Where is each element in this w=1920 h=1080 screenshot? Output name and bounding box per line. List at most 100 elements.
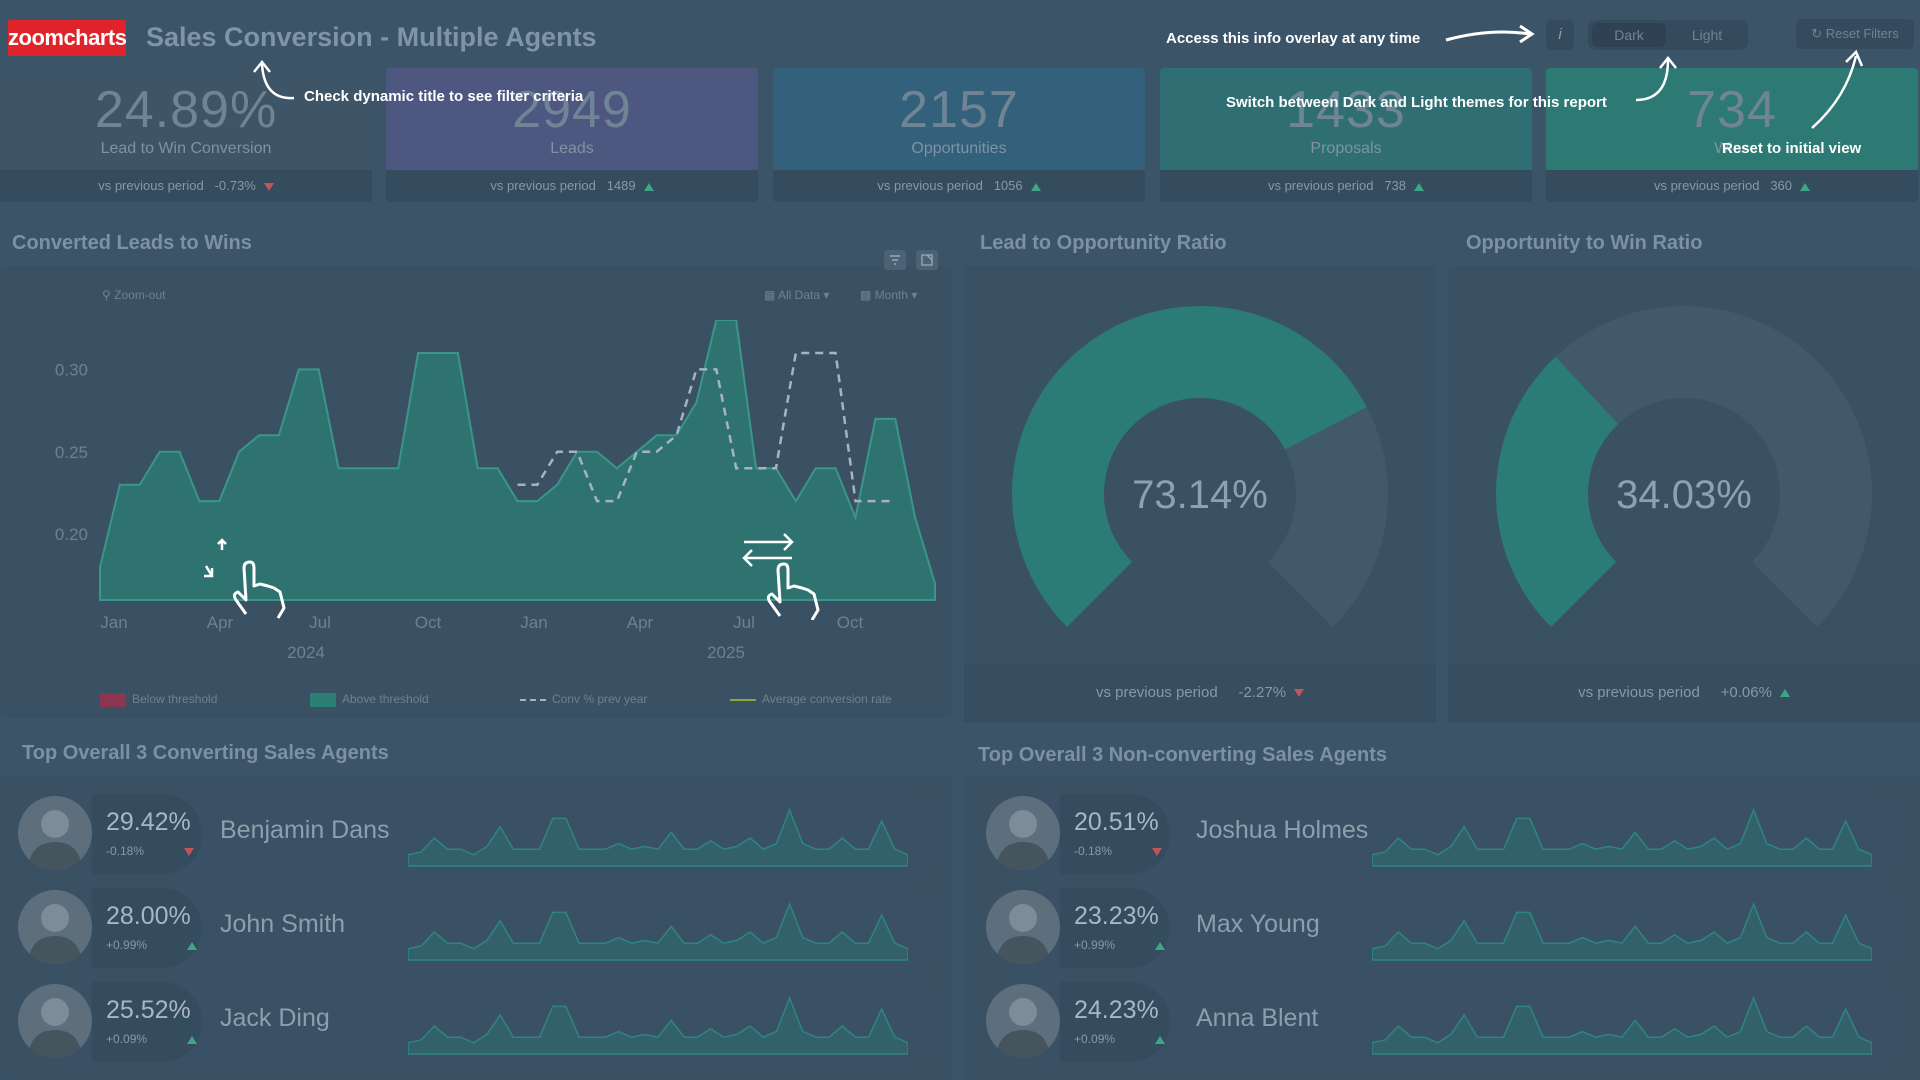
- agent-delta: +0.09%: [106, 1032, 198, 1046]
- agent-avatar: [986, 796, 1060, 870]
- all-data-label: All Data: [778, 288, 821, 302]
- trend-up-icon: [187, 1035, 198, 1044]
- kpi-footer: vs previous period -0.73%: [0, 170, 372, 202]
- agent-sparkline: [1372, 995, 1872, 1055]
- legend-average-conversion[interactable]: Average conversion rate: [730, 692, 892, 706]
- chart-legend: Below threshold Above threshold Conv % p…: [100, 692, 940, 710]
- theme-switch: Dark Light: [1588, 20, 1748, 50]
- theme-light-button[interactable]: Light: [1691, 27, 1723, 43]
- reset-filters-label: Reset Filters: [1825, 26, 1899, 41]
- export-button[interactable]: [916, 250, 938, 270]
- agent-row[interactable]: 29.42% -0.18% Benjamin Dans: [18, 794, 938, 874]
- opp-win-footer: vs previous period +0.06%: [1448, 664, 1920, 722]
- agent-delta-value: +0.99%: [1074, 938, 1116, 952]
- kpi-card[interactable]: 734 Wins vs previous period 360: [1546, 68, 1918, 202]
- lead-opp-gauge[interactable]: 73.14%: [964, 266, 1436, 664]
- lead-opp-panel: 73.14% vs previous period -2.27%: [964, 266, 1436, 722]
- agent-pct: 25.52%: [106, 996, 191, 1024]
- kpi-value: 2157: [899, 81, 1019, 139]
- kpi-label: Opportunities: [911, 140, 1007, 157]
- vs-label: vs previous period: [1095, 684, 1218, 701]
- agent-delta-value: +0.99%: [106, 938, 148, 952]
- agent-avatar: [986, 984, 1060, 1058]
- arrow-right-icon: [1445, 24, 1535, 44]
- kpi-card[interactable]: 2157 Opportunities vs previous period 1056: [773, 68, 1145, 202]
- vs-label: vs previous period: [490, 178, 596, 193]
- vs-value: 738: [1384, 178, 1407, 193]
- agent-pct: 24.23%: [1074, 996, 1159, 1024]
- opp-win-title: Opportunity to Win Ratio: [1466, 232, 1703, 254]
- agent-row[interactable]: 20.51% -0.18% Joshua Holmes: [986, 794, 1902, 874]
- legend-above-threshold[interactable]: Above threshold: [310, 692, 429, 707]
- kpi-footer: vs previous period 360: [1546, 170, 1918, 202]
- filter-icon: [890, 255, 900, 265]
- kpi-card[interactable]: 2949 Leads vs previous period 1489: [386, 68, 758, 202]
- overlay-dynamic-title: Check dynamic title to see filter criter…: [304, 88, 584, 105]
- vs-value: -2.27%: [1238, 684, 1287, 701]
- legend-below-threshold[interactable]: Below threshold: [100, 692, 217, 707]
- x-tick-label: Jan: [520, 613, 547, 632]
- agent-sparkline: [1372, 901, 1872, 961]
- info-button[interactable]: i: [1546, 20, 1574, 50]
- gauge-remainder-arc[interactable]: [1555, 306, 1872, 627]
- sparkline-area: [408, 995, 908, 1055]
- pinch-zoom-gesture-icon: [204, 538, 286, 619]
- vs-value: 360: [1770, 178, 1793, 193]
- kpi-top: 734 Wins: [1546, 68, 1918, 170]
- kpi-top: 2949 Leads: [386, 68, 758, 170]
- zoom-out-label: Zoom-out: [114, 288, 166, 302]
- trend-up-icon: [1779, 689, 1790, 698]
- conversion-area-chart[interactable]: 0.30 0.25 0.20 Jan Apr Jul Oct Jan Apr Jul Oct 2024…: [30, 320, 950, 670]
- x-tick-label: Oct: [415, 613, 442, 632]
- filter-button[interactable]: [884, 250, 906, 270]
- kpi-label: Proposals: [1310, 140, 1382, 157]
- agent-pct-box: 28.00% +0.99%: [92, 888, 202, 968]
- y-tick-label: 0.25: [55, 443, 88, 462]
- month-dropdown[interactable]: ▩ Month ▾: [860, 288, 918, 302]
- gauge-value-arc[interactable]: [1496, 356, 1619, 627]
- agent-delta: +0.99%: [1074, 938, 1166, 952]
- kpi-footer: vs previous period 1056: [773, 170, 1145, 202]
- vs-value: +0.06%: [1720, 684, 1772, 701]
- agent-name: Max Young: [1196, 910, 1320, 938]
- agent-sparkline: [408, 807, 908, 867]
- converted-leads-title: Converted Leads to Wins: [12, 232, 252, 254]
- agent-name: Anna Blent: [1196, 1004, 1319, 1032]
- reset-filters-button[interactable]: ↻ Reset Filters: [1796, 19, 1914, 49]
- kpi-card[interactable]: 24.89% Lead to Win Conversion vs previous …: [0, 68, 372, 202]
- trend-up-icon: [1800, 182, 1811, 191]
- overlay-access-info: Access this info overlay at any time: [1166, 30, 1421, 47]
- trend-up-icon: [643, 182, 654, 191]
- theme-dark-button[interactable]: Dark: [1592, 23, 1666, 47]
- year-label: 2025: [707, 643, 745, 662]
- agent-row[interactable]: 24.23% +0.09% Anna Blent: [986, 982, 1902, 1062]
- conversion-area-series[interactable]: [99, 320, 936, 601]
- kpi-value: 24.89%: [94, 81, 278, 139]
- sparkline-area: [1372, 995, 1872, 1055]
- agent-row[interactable]: 25.52% +0.09% Jack Ding: [18, 982, 938, 1062]
- opp-win-gauge[interactable]: 34.03%: [1448, 266, 1920, 664]
- legend-conv-prev-year[interactable]: Conv % prev year: [520, 692, 647, 706]
- gauge-remainder-arc[interactable]: [1267, 407, 1388, 627]
- zoomcharts-logo: zoomcharts: [8, 20, 127, 56]
- kpi-footer: vs previous period 738: [1160, 170, 1532, 202]
- agent-name: Benjamin Dans: [220, 816, 390, 844]
- trend-up-icon: [187, 941, 198, 950]
- agent-pct: 29.42%: [106, 808, 191, 836]
- above-swatch: [310, 692, 336, 707]
- sparkline-area: [1372, 807, 1872, 867]
- all-data-dropdown[interactable]: ▦ All Data ▾: [764, 288, 830, 302]
- kpi-top: 2157 Opportunities: [773, 68, 1145, 170]
- y-tick-label: 0.30: [55, 360, 88, 379]
- legend-label: Below threshold: [132, 692, 218, 706]
- kpi-card[interactable]: 1433 Proposals vs previous period 738: [1160, 68, 1532, 202]
- agent-row[interactable]: 28.00% +0.99% John Smith: [18, 888, 938, 968]
- agent-row[interactable]: 23.23% +0.99% Max Young: [986, 888, 1902, 968]
- zoom-out-button[interactable]: ⚲ Zoom-out: [102, 288, 166, 302]
- prev-year-line[interactable]: [517, 351, 896, 503]
- trend-up-icon: [1155, 941, 1166, 950]
- x-tick-label: Jul: [309, 613, 331, 632]
- overlay-switch-theme: Switch between Dark and Light themes for…: [1226, 94, 1607, 111]
- agent-pct: 28.00%: [106, 902, 191, 930]
- gauge-value-arc[interactable]: [1012, 305, 1367, 627]
